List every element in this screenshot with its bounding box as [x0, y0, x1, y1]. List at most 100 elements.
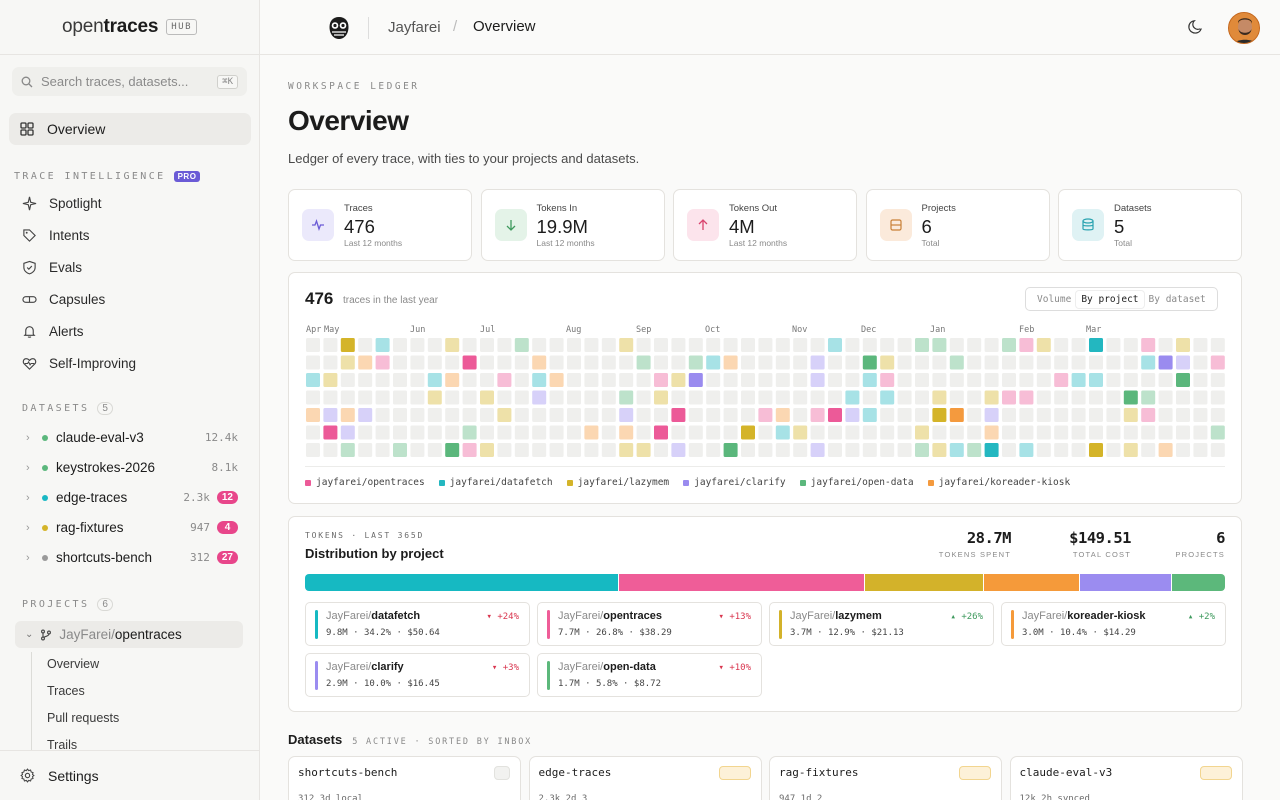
heatmap-cell[interactable]	[949, 443, 964, 457]
heatmap-cell[interactable]	[514, 408, 529, 422]
heatmap-cell[interactable]	[462, 338, 477, 352]
heatmap-cell[interactable]	[567, 390, 581, 405]
heatmap-cell[interactable]	[915, 373, 929, 387]
heatmap-cell[interactable]	[375, 355, 390, 370]
heatmap-cell[interactable]	[1019, 373, 1034, 387]
heatmap-cell[interactable]	[775, 338, 790, 352]
heatmap-cell[interactable]	[306, 408, 320, 422]
heatmap-cell[interactable]	[410, 373, 425, 387]
heatmap-cell[interactable]	[1054, 373, 1069, 387]
heatmap-cell[interactable]	[358, 408, 373, 422]
heatmap-cell[interactable]	[915, 443, 929, 457]
heatmap-cell[interactable]	[497, 390, 512, 405]
heatmap-cell[interactable]	[706, 390, 721, 405]
heatmap-cell[interactable]	[1106, 425, 1121, 440]
heatmap-cell[interactable]	[1089, 443, 1103, 457]
heatmap-cell[interactable]	[984, 443, 999, 457]
heatmap-cell[interactable]	[1019, 338, 1034, 352]
heatmap-cell[interactable]	[358, 355, 373, 370]
heatmap-cell[interactable]	[497, 355, 512, 370]
chevron-right-icon[interactable]: ›	[26, 431, 30, 444]
heatmap-cell[interactable]	[723, 443, 738, 457]
heatmap-cell[interactable]	[427, 425, 442, 440]
heatmap-cell[interactable]	[1002, 355, 1016, 370]
heatmap-cell[interactable]	[323, 425, 338, 440]
heatmap-cell[interactable]	[654, 408, 668, 422]
heatmap-cell[interactable]	[358, 373, 373, 387]
heatmap-cell[interactable]	[654, 338, 668, 352]
heatmap-cell[interactable]	[1210, 355, 1225, 370]
heatmap-cell[interactable]	[880, 443, 895, 457]
heatmap-cell[interactable]	[636, 408, 651, 422]
heatmap-cell[interactable]	[915, 338, 929, 352]
heatmap-cell[interactable]	[601, 373, 616, 387]
heatmap-cell[interactable]	[706, 443, 721, 457]
heatmap-cell[interactable]	[758, 425, 773, 440]
heatmap-cell[interactable]	[549, 373, 564, 387]
heatmap-cell[interactable]	[532, 443, 547, 457]
heatmap-cell[interactable]	[567, 425, 581, 440]
heatmap-cell[interactable]	[723, 338, 738, 352]
heatmap-cell[interactable]	[532, 425, 547, 440]
heatmap-cell[interactable]	[480, 338, 494, 352]
heatmap-cell[interactable]	[1036, 408, 1051, 422]
heatmap-cell[interactable]	[706, 373, 721, 387]
heatmap-cell[interactable]	[323, 390, 338, 405]
heatmap-cell[interactable]	[880, 355, 895, 370]
heatmap-cell[interactable]	[862, 373, 877, 387]
heatmap-cell[interactable]	[828, 425, 842, 440]
heatmap-cell[interactable]	[793, 425, 808, 440]
heatmap-cell[interactable]	[1002, 390, 1016, 405]
heatmap-cell[interactable]	[1106, 390, 1121, 405]
bar-segment-opentraces[interactable]	[618, 574, 864, 591]
heatmap-cell[interactable]	[880, 425, 895, 440]
heatmap-cell[interactable]	[636, 373, 651, 387]
heatmap-cell[interactable]	[932, 338, 947, 352]
heatmap-cell[interactable]	[1193, 425, 1208, 440]
heatmap-cell[interactable]	[758, 390, 773, 405]
heatmap-cell[interactable]	[810, 338, 825, 352]
heatmap-cell[interactable]	[549, 443, 564, 457]
breadcrumb-user[interactable]: Jayfarei	[388, 19, 441, 36]
project-item-opentraces[interactable]: ⌄ JayFarei/opentraces	[15, 621, 243, 648]
search-input[interactable]: Search traces, datasets... ⌘K	[12, 67, 247, 96]
heatmap-cell[interactable]	[1036, 443, 1051, 457]
heatmap-cell[interactable]	[636, 355, 651, 370]
heatmap-cell[interactable]	[514, 355, 529, 370]
heatmap-cell[interactable]	[897, 338, 912, 352]
heatmap-cell[interactable]	[393, 373, 407, 387]
heatmap-cell[interactable]	[688, 390, 703, 405]
heatmap-cell[interactable]	[1158, 408, 1173, 422]
heatmap-cell[interactable]	[306, 355, 320, 370]
heatmap-cell[interactable]	[862, 425, 877, 440]
heatmap-cell[interactable]	[1002, 443, 1016, 457]
dataset-card-sync-badge-icon[interactable]	[718, 766, 751, 780]
heatmap-cell[interactable]	[880, 373, 895, 387]
heatmap-cell[interactable]	[1176, 408, 1190, 422]
heatmap-cell[interactable]	[741, 373, 755, 387]
project-card-koreader-kiosk[interactable]: JayFarei/koreader-kiosk 3.0M · 10.4% · $1…	[1001, 602, 1226, 646]
heatmap-cell[interactable]	[706, 425, 721, 440]
heatmap-cell[interactable]	[497, 338, 512, 352]
toggle-by-project[interactable]: By project	[1076, 290, 1144, 308]
heatmap-cell[interactable]	[480, 425, 494, 440]
heatmap-cell[interactable]	[584, 338, 599, 352]
heatmap-cell[interactable]	[323, 443, 338, 457]
heatmap-cell[interactable]	[340, 390, 355, 405]
heatmap-cell[interactable]	[497, 373, 512, 387]
heatmap-cell[interactable]	[915, 355, 929, 370]
heatmap-cell[interactable]	[1071, 390, 1086, 405]
heatmap-cell[interactable]	[1019, 408, 1034, 422]
heatmap-cell[interactable]	[427, 443, 442, 457]
heatmap-cell[interactable]	[984, 408, 999, 422]
heatmap-cell[interactable]	[775, 390, 790, 405]
heatmap-cell[interactable]	[1176, 425, 1190, 440]
owl-logo-icon[interactable]	[326, 15, 352, 41]
heatmap-cell[interactable]	[1002, 425, 1016, 440]
heatmap-cell[interactable]	[793, 355, 808, 370]
heatmap-cell[interactable]	[427, 373, 442, 387]
heatmap-cell[interactable]	[654, 355, 668, 370]
heatmap-cell[interactable]	[967, 390, 982, 405]
heatmap-cell[interactable]	[810, 373, 825, 387]
heatmap-cell[interactable]	[462, 390, 477, 405]
